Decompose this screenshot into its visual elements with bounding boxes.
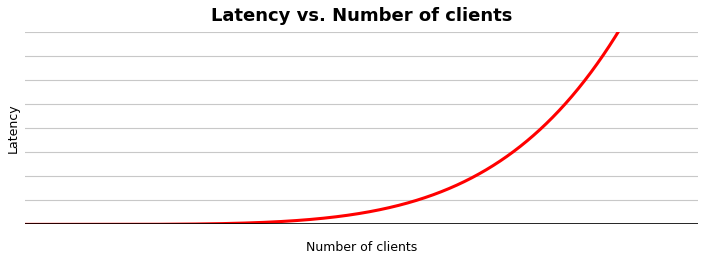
Title: Latency vs. Number of clients: Latency vs. Number of clients: [211, 7, 513, 25]
Y-axis label: Latency: Latency: [7, 103, 20, 153]
X-axis label: Number of clients: Number of clients: [306, 241, 417, 254]
